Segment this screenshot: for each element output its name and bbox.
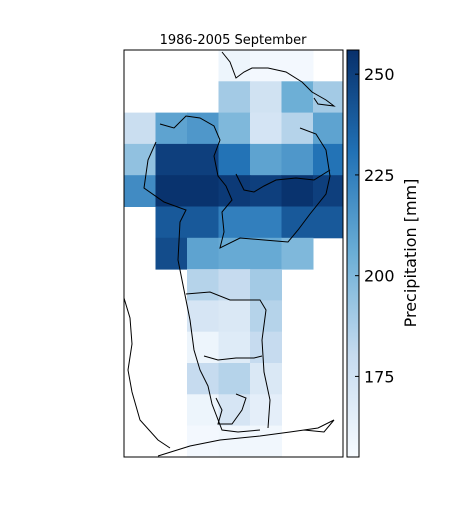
heatmap-cell-r3-c2 (187, 143, 219, 176)
colorbar-tick-label: 200 (364, 267, 395, 286)
heatmap-cell-r0-c5 (281, 50, 314, 82)
heatmap-cell-r6-c4 (250, 237, 282, 270)
heatmap-cell-r3-c0 (124, 143, 156, 176)
heatmap-cell-r4-c2 (187, 175, 219, 207)
heatmap-cell-r2-c0 (124, 112, 156, 145)
country-border-south (185, 291, 271, 429)
heatmap-cell-r8-c3 (218, 300, 251, 333)
colorbar-tick-label: 250 (364, 65, 395, 84)
heatmap-cell-r0-c4 (250, 50, 282, 82)
heatmap-cell-r7-c4 (250, 269, 282, 301)
heatmap-cell-r3-c3 (218, 143, 251, 176)
heatmap-cell-r8-c4 (250, 300, 282, 333)
country-border-southeast (203, 355, 263, 361)
heatmap-cell-r10-c3 (218, 363, 251, 395)
chart-title: 1986-2005 September (160, 33, 308, 48)
heatmap-cell-r9-c4 (250, 331, 282, 364)
colorbar-ticks: 175 200 225 250 (355, 65, 395, 386)
heatmap-cell-r3-c1 (155, 143, 188, 176)
heatmap-cell-r5-c6 (313, 206, 343, 239)
heatmap-cell-r1-c3 (218, 81, 251, 114)
heatmap-cell-r1-c6 (313, 81, 343, 114)
heatmap-cell-r6-c3 (218, 237, 251, 270)
colorbar-tick-label: 225 (364, 166, 395, 185)
heatmap-cell-r2-c2 (187, 112, 219, 145)
heatmap-cell-r6-c2 (187, 237, 219, 270)
heatmap-cell-r2-c4 (250, 112, 282, 145)
heatmap-cell-r2-c3 (218, 112, 251, 145)
heatmap-cell-r6-c5 (281, 237, 314, 270)
heatmap-cell-r5-c5 (281, 206, 314, 239)
heatmap-cell-r5-c4 (250, 206, 282, 239)
heatmap-cell-r10-c4 (250, 363, 282, 395)
heatmap-cell-r12-c3 (218, 425, 251, 457)
map-outlines (123, 51, 336, 457)
heatmap-cell-r6-c1 (155, 237, 188, 270)
map-frame (123, 49, 344, 458)
heatmap-cell-r8-c2 (187, 300, 219, 333)
map-cells (124, 50, 343, 457)
country-border-east (235, 169, 331, 193)
colorbar-label: Precipitation [mm] (401, 179, 420, 328)
country-border-lake (215, 393, 247, 425)
heatmap-cell-r4-c1 (155, 175, 188, 207)
heatmap-cell-r2-c5 (281, 112, 314, 145)
country-border-north (221, 51, 336, 107)
heatmap-cell-r4-c3 (218, 175, 251, 207)
heatmap-cell-r2-c1 (155, 112, 188, 145)
heatmap-cell-r3-c5 (281, 143, 314, 176)
heatmap-cell-r5-c2 (187, 206, 219, 239)
country-border-center (143, 141, 261, 433)
heatmap-cell-r11-c4 (250, 394, 282, 427)
heatmap-cell-r1-c5 (281, 81, 314, 114)
coastline-south (157, 419, 335, 457)
heatmap-cell-r11-c2 (187, 394, 219, 427)
heatmap-cell-r5-c1 (155, 206, 188, 239)
heatmap-cell-r4-c5 (281, 175, 314, 207)
country-border-west (159, 115, 331, 249)
heatmap-cell-r4-c0 (124, 175, 156, 207)
heatmap-cell-r7-c3 (218, 269, 251, 301)
heatmap-cell-r10-c2 (187, 363, 219, 395)
heatmap-cell-r4-c6 (313, 175, 343, 207)
colorbar-tick-label: 175 (364, 367, 395, 386)
heatmap-cell-r0-c3 (218, 50, 251, 82)
colorbar (346, 49, 360, 458)
heatmap-cell-r2-c6 (313, 112, 343, 145)
coastline-west (123, 297, 171, 449)
heatmap-cell-r7-c2 (187, 269, 219, 301)
heatmap-cell-r3-c4 (250, 143, 282, 176)
heatmap-cell-r1-c4 (250, 81, 282, 114)
heatmap-cell-r9-c3 (218, 331, 251, 364)
